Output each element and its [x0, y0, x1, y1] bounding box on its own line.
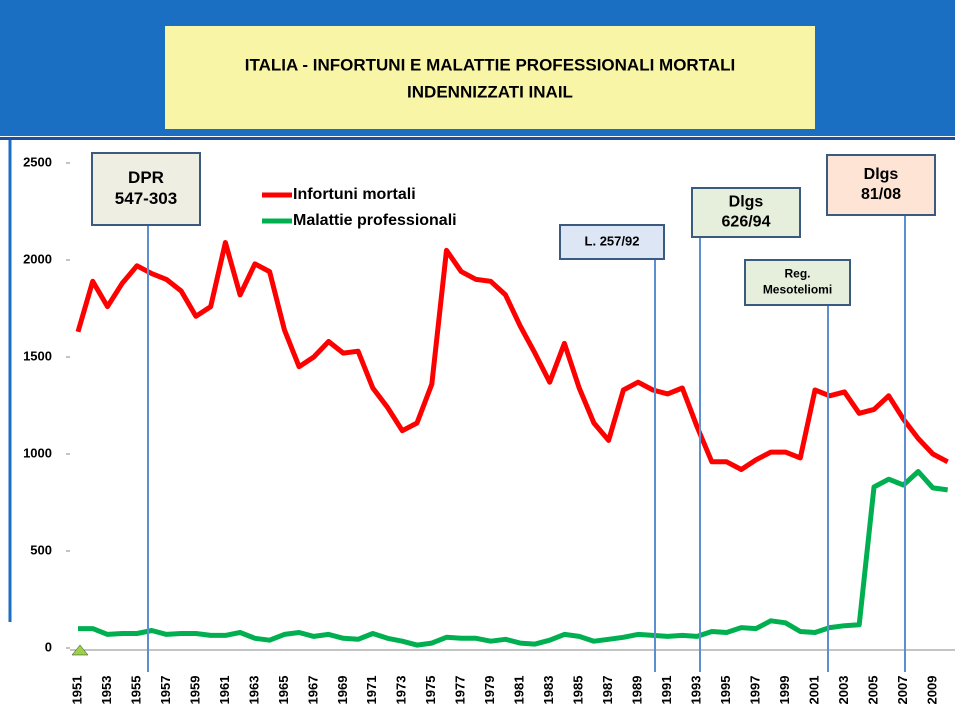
x-tick-label: 1989: [630, 676, 645, 705]
x-tick-label: 2001: [806, 676, 821, 705]
annotation-text: DPR: [128, 168, 164, 187]
x-tick-label: 1997: [747, 676, 762, 705]
annotation-box: [559, 224, 665, 260]
annotation-text: Mesoteliomi: [763, 283, 832, 297]
x-tick-label: 2003: [836, 676, 851, 705]
x-tick-label: 1957: [158, 676, 173, 705]
annotation-text: Dlgs: [864, 166, 899, 183]
annotation-box: [744, 259, 851, 306]
x-tick-label: 1963: [246, 676, 261, 705]
x-tick-label: 1987: [600, 676, 615, 705]
annotation-text: Dlgs: [729, 194, 764, 211]
header-rule: [0, 137, 955, 140]
chart-title: INDENNIZZATI INAIL: [407, 82, 573, 101]
x-tick-label: 2007: [895, 676, 910, 705]
x-tick-label: 1961: [217, 676, 232, 705]
x-tick-label: 1973: [394, 676, 409, 705]
annotation-text: L. 257/92: [585, 233, 640, 248]
series-line: [75, 240, 949, 472]
annotation-text: 626/94: [722, 214, 771, 231]
annotation-text: Reg.: [784, 267, 810, 281]
x-tick-label: 2009: [924, 676, 939, 705]
x-tick-label: 1969: [335, 676, 350, 705]
annotation-box: [91, 152, 201, 226]
y-tick-label: 2500: [23, 154, 52, 169]
x-tick-label: 1975: [423, 676, 438, 705]
x-tick-label: 1959: [187, 676, 202, 705]
x-tick-label: 1977: [453, 676, 468, 705]
x-tick-label: 1953: [99, 676, 114, 705]
x-tick-label: 1971: [364, 676, 379, 705]
legend-label: Infortuni mortali: [293, 186, 416, 203]
x-tick-label: 1995: [718, 676, 733, 705]
x-tick-label: 2005: [865, 676, 880, 705]
annotation-text: 547-303: [115, 189, 177, 208]
x-tick-label: 1955: [128, 676, 143, 705]
x-tick-label: 1993: [689, 676, 704, 705]
annotation-box: [826, 154, 936, 216]
y-tick-label: 500: [30, 542, 52, 557]
x-tick-label: 1999: [777, 676, 792, 705]
origin-marker: [71, 644, 89, 656]
x-tick-label: 1983: [541, 676, 556, 705]
title-box: [165, 26, 815, 129]
y-tick-label: 2000: [23, 251, 52, 266]
chart-title: ITALIA - INFORTUNI E MALATTIE PROFESSION…: [245, 55, 735, 74]
x-tick-label: 1979: [482, 676, 497, 705]
annotation-text: 81/08: [861, 186, 901, 203]
y-tick-label: 1000: [23, 445, 52, 460]
x-tick-label: 1985: [571, 676, 586, 705]
x-tick-label: 1951: [69, 676, 84, 705]
x-tick-label: 1965: [276, 676, 291, 705]
legend-label: Malattie professionali: [293, 212, 457, 229]
y-tick-label: 0: [45, 639, 52, 654]
x-tick-label: 1991: [659, 676, 674, 705]
x-tick-label: 1967: [305, 676, 320, 705]
annotation-box: [691, 187, 801, 238]
y-tick-label: 1500: [23, 348, 52, 363]
x-tick-label: 1981: [512, 676, 527, 705]
series-line: [78, 469, 949, 648]
